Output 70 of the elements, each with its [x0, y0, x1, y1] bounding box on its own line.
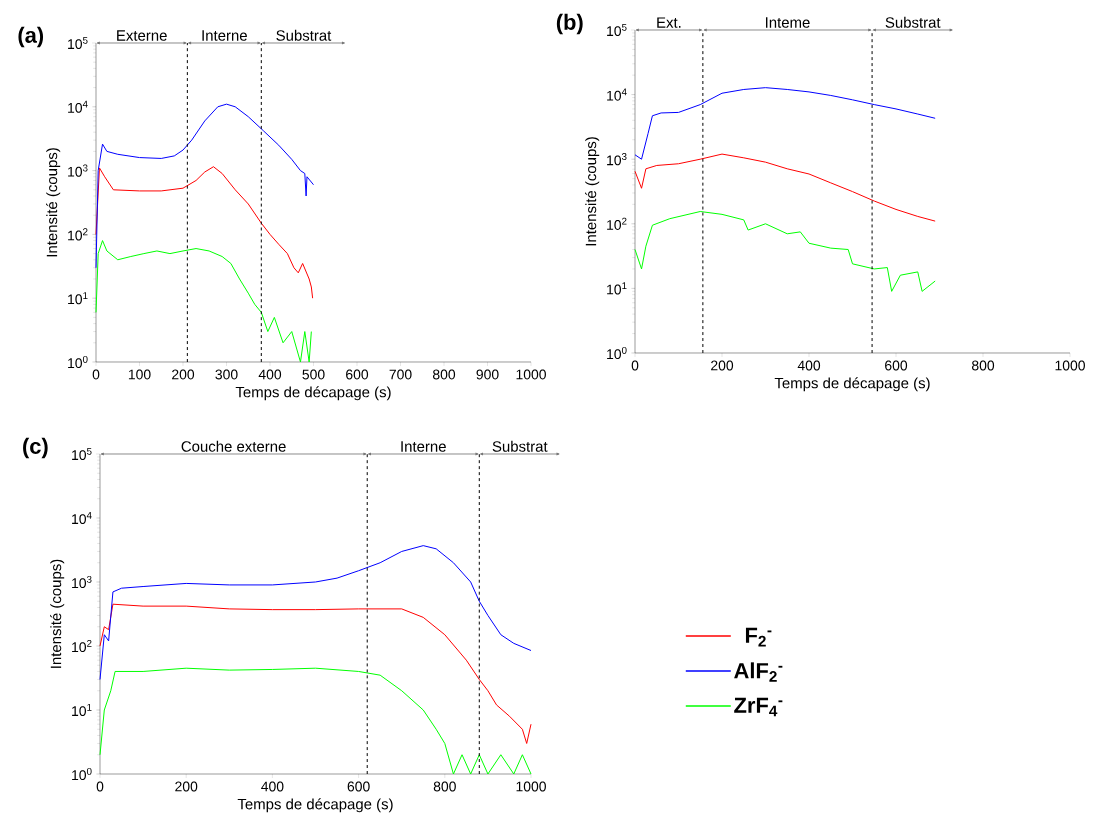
line-series [634, 211, 936, 292]
text: Interne [401, 441, 446, 452]
x-tick-label: 0 [96, 781, 104, 792]
line-series [95, 240, 312, 363]
text: Couche externe [181, 440, 286, 452]
x-tick-label: 400 [261, 781, 284, 792]
x-tick-label: 500 [302, 369, 325, 380]
line-series [634, 153, 936, 222]
legend-label: AlF$_{2}$- [734, 662, 783, 682]
legend-label: F$_{2}$- [745, 627, 772, 647]
x-axis-title: Temps de décapage (s) [774, 377, 930, 392]
x-tick-label: 400 [797, 360, 821, 371]
line-series [99, 545, 532, 680]
x-tick-label: 300 [215, 369, 238, 380]
x-tick-label: 600 [885, 360, 908, 371]
chart-title: (c) [23, 437, 48, 459]
x-tick-label: 200 [172, 369, 195, 380]
y-tick-label: 10$^{4}$ [72, 511, 92, 525]
legend-label: ZrF$_{4}$- [734, 697, 783, 717]
y-axis-title: Intensité (coups) [585, 137, 600, 246]
text: Substrat [276, 29, 332, 41]
y-tick-label: 10$^{4}$ [68, 100, 88, 113]
y-axis-title: Intensité (coups) [50, 559, 65, 668]
y-axis-title: Intensité (coups) [46, 148, 61, 257]
x-tick-label: 400 [258, 369, 282, 380]
chart-title: (a) [18, 26, 44, 48]
text: Ext. [657, 17, 681, 28]
line-series [95, 103, 314, 269]
y-tick-label: 10$^{1}$ [607, 282, 627, 295]
x-tick-label: 700 [389, 369, 412, 380]
y-tick-label: 10$^{2}$ [68, 228, 88, 241]
x-tick-label: 200 [175, 781, 198, 792]
y-tick-label: 10$^{0}$ [607, 346, 627, 360]
text: Externe [117, 30, 167, 41]
y-tick-label: 10$^{1}$ [72, 703, 92, 717]
y-tick-label: 10$^{5}$ [607, 23, 627, 37]
line-series [95, 166, 314, 299]
x-tick-label: 0 [631, 360, 639, 371]
x-axis-title: Temps de décapage (s) [237, 798, 393, 813]
chart-title: (b) [556, 13, 583, 35]
text: Substrat [885, 16, 941, 28]
line-series [99, 603, 532, 744]
y-tick-label: 10$^{0}$ [68, 355, 88, 369]
text: Interne [202, 30, 247, 41]
y-tick-label: 10$^{2}$ [607, 217, 627, 230]
y-tick-label: 10$^{2}$ [72, 639, 92, 653]
x-tick-label: 800 [432, 369, 456, 380]
y-tick-label: 10$^{1}$ [68, 292, 88, 305]
x-tick-label: 800 [433, 781, 456, 792]
x-tick-label: 200 [711, 360, 734, 371]
x-tick-label: 1000 [1055, 360, 1085, 371]
x-tick-label: 0 [92, 369, 100, 380]
y-tick-label: 10$^{3}$ [72, 575, 92, 589]
x-axis-title: Temps de décapage (s) [235, 386, 391, 401]
x-tick-label: 900 [476, 369, 499, 380]
x-tick-label: 800 [971, 360, 995, 371]
text: Inteme [766, 17, 810, 28]
text: Substrat [492, 440, 548, 452]
y-tick-label: 10$^{5}$ [72, 447, 92, 461]
y-tick-label: 10$^{4}$ [607, 88, 627, 101]
x-tick-label: 1000 [516, 369, 546, 380]
x-tick-label: 1000 [516, 781, 546, 792]
line-series [634, 87, 936, 160]
x-tick-label: 600 [347, 781, 370, 792]
y-tick-label: 10$^{5}$ [68, 36, 88, 50]
x-tick-label: 600 [346, 369, 369, 380]
x-tick-label: 100 [128, 369, 151, 380]
y-tick-label: 10$^{3}$ [68, 164, 88, 177]
y-tick-label: 10$^{3}$ [607, 153, 627, 166]
y-tick-label: 10$^{0}$ [72, 767, 92, 781]
